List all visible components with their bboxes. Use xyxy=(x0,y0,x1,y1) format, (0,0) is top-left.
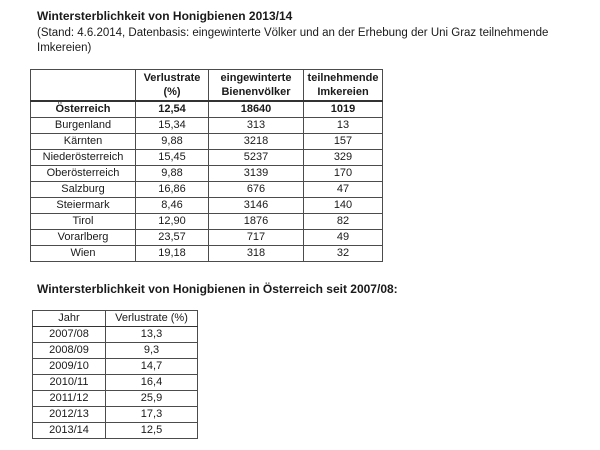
section2-title: Wintersterblichkeit von Honigbienen in Ö… xyxy=(37,282,398,296)
loss-rate-cell: 9,3 xyxy=(105,342,198,359)
colonies-cell: 717 xyxy=(208,229,304,246)
beekeepers-cell: 170 xyxy=(303,165,383,182)
year-cell: 2008/09 xyxy=(32,342,106,359)
loss-rate-cell: 13,3 xyxy=(105,326,198,343)
beekeepers-cell: 47 xyxy=(303,181,383,198)
region-cell: Kärnten xyxy=(30,133,136,150)
doc-title: Wintersterblichkeit von Honigbienen 2013… xyxy=(37,9,293,23)
colonies-cell: 3218 xyxy=(208,133,304,150)
table-row: 2013/14 12,5 xyxy=(32,422,198,439)
colonies-cell: 676 xyxy=(208,181,304,198)
year-cell: 2009/10 xyxy=(32,358,106,375)
region-cell: Salzburg xyxy=(30,181,136,198)
region-cell: Burgenland xyxy=(30,117,136,134)
year-header-cell: Jahr xyxy=(32,310,106,327)
loss-rate-cell: 12,90 xyxy=(135,213,209,230)
table-row: 2010/11 16,4 xyxy=(32,374,198,391)
loss-rate-cell: 12,5 xyxy=(105,422,198,439)
loss-rate-cell: 16,86 xyxy=(135,181,209,198)
year-cell: 2010/11 xyxy=(32,374,106,391)
beekeepers-cell: 82 xyxy=(303,213,383,230)
region-cell: Steiermark xyxy=(30,197,136,214)
table-row: Steiermark 8,46 3146 140 xyxy=(30,197,383,214)
colonies-header-cell: eingewinterte Bienenvölker xyxy=(208,69,304,102)
loss-rate-cell: 15,45 xyxy=(135,149,209,166)
loss-rate-cell: 23,57 xyxy=(135,229,209,246)
beekeepers-cell: 157 xyxy=(303,133,383,150)
colonies-cell: 5237 xyxy=(208,149,304,166)
loss-rate-cell: 15,34 xyxy=(135,117,209,134)
colonies-cell: 1876 xyxy=(208,213,304,230)
loss-rate-cell: 25,9 xyxy=(105,390,198,407)
loss-rate-header-cell: Verlustrate (%) xyxy=(135,69,209,102)
colonies-cell: 3139 xyxy=(208,165,304,182)
history-table-header-row: Jahr Verlustrate (%) xyxy=(32,310,198,327)
beekeepers-cell: 140 xyxy=(303,197,383,214)
history-table: Jahr Verlustrate (%) 2007/08 13,3 2008/0… xyxy=(32,310,198,439)
loss-rate-cell: 17,3 xyxy=(105,406,198,423)
loss-rate-header-cell: Verlustrate (%) xyxy=(105,310,198,327)
table-row: Oberösterreich 9,88 3139 170 xyxy=(30,165,383,182)
region-cell: Tirol xyxy=(30,213,136,230)
table-row: Salzburg 16,86 676 47 xyxy=(30,181,383,198)
table-row-austria-total: Österreich 12,54 18640 1019 xyxy=(30,100,383,118)
year-cell: 2013/14 xyxy=(32,422,106,439)
table-row: Niederösterreich 15,45 5237 329 xyxy=(30,149,383,166)
loss-rate-cell: 8,46 xyxy=(135,197,209,214)
year-cell: 2007/08 xyxy=(32,326,106,343)
region-cell: Österreich xyxy=(30,100,136,118)
colonies-cell: 313 xyxy=(208,117,304,134)
table-row: 2007/08 13,3 xyxy=(32,326,198,343)
loss-rate-cell: 12,54 xyxy=(135,100,209,118)
table-row: Vorarlberg 23,57 717 49 xyxy=(30,229,383,246)
year-cell: 2012/13 xyxy=(32,406,106,423)
region-cell: Niederösterreich xyxy=(30,149,136,166)
colonies-cell: 3146 xyxy=(208,197,304,214)
region-cell: Oberösterreich xyxy=(30,165,136,182)
loss-rate-cell: 9,88 xyxy=(135,133,209,150)
colonies-cell: 318 xyxy=(208,245,304,262)
table-row: 2008/09 9,3 xyxy=(32,342,198,359)
table-row: 2011/12 25,9 xyxy=(32,390,198,407)
mortality-table: Verlustrate (%) eingewinterte Bienenvölk… xyxy=(30,69,383,262)
beekeepers-cell: 329 xyxy=(303,149,383,166)
region-header-cell xyxy=(30,69,136,102)
document-page: Wintersterblichkeit von Honigbienen 2013… xyxy=(30,9,549,439)
colonies-cell: 18640 xyxy=(208,100,304,118)
year-cell: 2011/12 xyxy=(32,390,106,407)
table-row: Wien 19,18 318 32 xyxy=(30,245,383,262)
table-row: 2009/10 14,7 xyxy=(32,358,198,375)
table-row: Tirol 12,90 1876 82 xyxy=(30,213,383,230)
loss-rate-cell: 16,4 xyxy=(105,374,198,391)
beekeepers-cell: 49 xyxy=(303,229,383,246)
beekeepers-cell: 1019 xyxy=(303,100,383,118)
loss-rate-cell: 9,88 xyxy=(135,165,209,182)
loss-rate-cell: 19,18 xyxy=(135,245,209,262)
table-row: Burgenland 15,34 313 13 xyxy=(30,117,383,134)
table-row: 2012/13 17,3 xyxy=(32,406,198,423)
beekeepers-cell: 32 xyxy=(303,245,383,262)
region-cell: Vorarlberg xyxy=(30,229,136,246)
table-row: Kärnten 9,88 3218 157 xyxy=(30,133,383,150)
beekeepers-cell: 13 xyxy=(303,117,383,134)
loss-rate-cell: 14,7 xyxy=(105,358,198,375)
mortality-table-header-row: Verlustrate (%) eingewinterte Bienenvölk… xyxy=(30,69,383,102)
beekeepers-header-cell: teilnehmende Imkereien xyxy=(303,69,383,102)
doc-subtitle: (Stand: 4.6.2014, Datenbasis: eingewinte… xyxy=(37,27,549,54)
region-cell: Wien xyxy=(30,245,136,262)
